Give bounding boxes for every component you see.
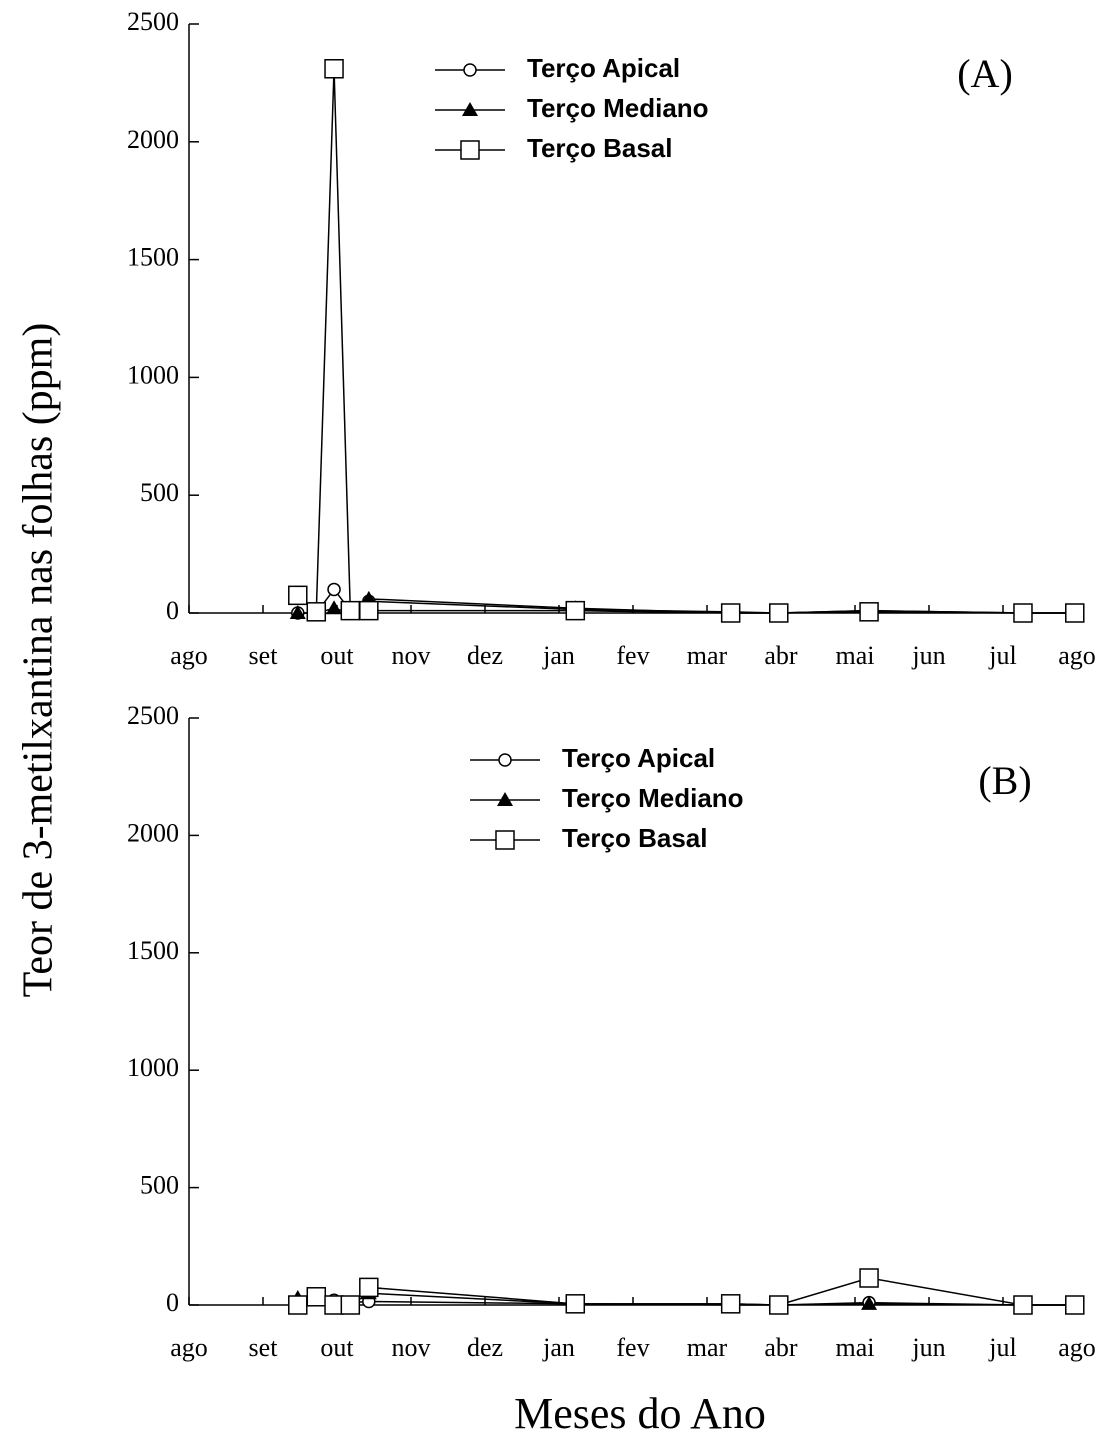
legend-marker [460,140,480,160]
x-tick-label: dez [467,641,503,670]
y-tick-label: 1500 [127,936,179,965]
x-tick-label: dez [467,1333,503,1362]
y-tick-label: 1000 [127,1053,179,1082]
marker [289,605,306,619]
x-tick-label: jul [988,641,1016,670]
marker [720,1294,741,1314]
x-tick-label: fev [616,641,649,670]
marker [340,600,361,621]
x-tick-label: ago [1058,641,1096,670]
x-axis-label: Meses do Ano [514,1389,766,1438]
y-tick-label: 0 [166,596,179,625]
x-tick-label: set [249,1333,279,1362]
marker [1065,603,1085,623]
marker [769,1295,789,1315]
legend-label: Terço Apical [527,53,680,83]
marker [288,585,308,606]
x-tick-label: abr [764,1333,798,1362]
y-axis-label: Teor de 3-metilxantina nas folhas (ppm) [16,323,62,998]
marker [565,1294,586,1314]
marker [769,603,789,623]
marker [359,1277,379,1298]
legend-marker [463,63,477,77]
x-tick-label: jun [911,1333,945,1362]
legend-marker [497,792,513,806]
marker [306,602,327,622]
marker [324,59,344,79]
legend-marker [495,830,515,850]
legend-marker [498,753,512,767]
marker [327,582,341,597]
x-tick-label: out [320,1333,354,1362]
marker [859,602,879,622]
y-tick-label: 1000 [127,360,179,389]
x-tick-label: mai [836,1333,875,1362]
legend-label: Terço Basal [527,133,672,163]
marker [324,1295,344,1315]
marker [720,603,741,623]
y-tick-label: 1500 [127,243,179,272]
legend-label: Terço Mediano [527,93,709,123]
legend-label: Terço Apical [562,743,715,773]
x-tick-label: jan [542,641,575,670]
series-line [297,1277,1075,1306]
x-tick-label: ago [1058,1333,1096,1362]
y-tick-label: 2000 [127,818,179,847]
x-tick-label: jun [911,641,945,670]
x-tick-label: ago [170,1333,208,1362]
marker [565,600,586,621]
annotation: (A) [957,51,1013,96]
marker [861,1295,878,1310]
legend-label: Terço Basal [562,823,707,853]
marker [306,1287,327,1307]
x-tick-label: mar [687,641,728,670]
y-tick-label: 2500 [127,701,179,730]
marker [359,600,379,621]
x-tick-label: mai [836,641,875,670]
marker [288,1295,308,1315]
legend-marker [462,102,478,116]
y-tick-label: 2500 [127,7,179,36]
x-tick-label: mar [687,1333,728,1362]
series-line [297,68,1075,614]
marker [1065,1295,1085,1315]
x-tick-label: jan [542,1333,575,1362]
x-tick-label: nov [392,641,431,670]
x-tick-label: nov [392,1333,431,1362]
x-tick-label: out [320,641,354,670]
y-tick-label: 500 [140,478,179,507]
x-tick-label: jul [988,1333,1016,1362]
x-tick-label: ago [170,641,208,670]
legend-label: Terço Mediano [562,783,744,813]
y-tick-label: 500 [140,1171,179,1200]
y-tick-label: 0 [166,1288,179,1317]
x-tick-label: fev [616,1333,649,1362]
marker [1013,1295,1033,1315]
x-tick-label: set [249,641,279,670]
marker [326,600,343,615]
marker [859,1268,879,1288]
marker [1013,603,1033,623]
y-tick-label: 2000 [127,125,179,154]
annotation: (B) [978,758,1031,803]
x-tick-label: abr [764,641,798,670]
marker [340,1295,361,1315]
